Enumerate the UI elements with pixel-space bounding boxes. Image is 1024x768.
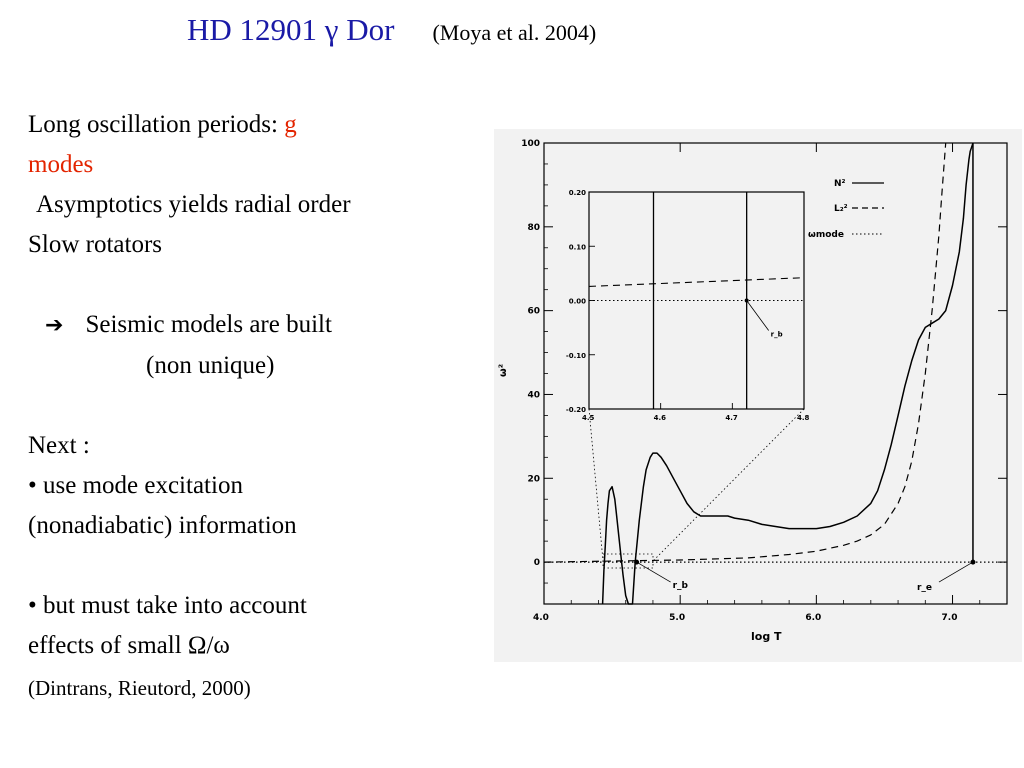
inset-x-tick-label: 4.7	[725, 414, 738, 422]
legend: N² L₂² ωmode	[808, 179, 884, 240]
inset-y-tick-label: -0.20	[566, 406, 586, 414]
line-but-must: • but must take into account	[28, 592, 307, 619]
y-tick-label: 40	[527, 390, 540, 400]
line-seismic-models: ➔ Seismic models are built	[28, 305, 498, 346]
line-nonadiabatic: (nonadiabatic) information	[28, 512, 297, 539]
inset-y-tick-label: -0.10	[566, 352, 586, 360]
inset-x-tick-label: 4.6	[654, 414, 667, 422]
zoom-connector-right	[652, 408, 805, 562]
title-citation: (Moya et al. 2004)	[432, 20, 597, 45]
x-tick-label: 5.0	[669, 613, 685, 623]
re-label: r_e	[917, 583, 932, 593]
main-axis-ticks: 4.0 5.0 6.0 7.0 0 20 40 60 80 100	[521, 139, 1007, 623]
inset-y-tick-label: 0.10	[569, 243, 586, 251]
inset-rb-label: r_b	[771, 331, 783, 339]
legend-label-n2: N²	[834, 179, 846, 189]
line-asymptotics: Asymptotics yields radial order	[36, 191, 351, 218]
propagation-diagram: 4.0 5.0 6.0 7.0 0 20 40 60 80 100 log T ω² N² L₂²…	[498, 139, 1008, 643]
spacer	[28, 386, 498, 426]
y-tick-label: 60	[527, 307, 540, 317]
y-tick-label: 20	[527, 474, 540, 484]
line-modes: modes	[28, 151, 94, 178]
inset-y-tick-label: 0.00	[569, 298, 586, 306]
series-line-solid	[601, 142, 974, 605]
y-tick-label: 80	[527, 223, 540, 233]
line-mode-excitation: • use mode excitation	[28, 472, 243, 499]
y-axis-label: ω²	[498, 364, 509, 377]
slide-title-line: HD 12901 γ Dor (Moya et al. 2004)	[187, 12, 596, 48]
annotations: r_b r_e	[634, 559, 976, 593]
zoom-box	[602, 553, 654, 569]
inset-x-tick-label: 4.5	[582, 414, 595, 422]
line-long-periods: Long oscillation periods: g	[28, 105, 498, 145]
rb-label: r_b	[673, 581, 689, 591]
line-non-unique: (non unique)	[146, 352, 275, 379]
text-g: g	[284, 111, 297, 138]
inset-series-group: r_b	[588, 192, 805, 409]
x-tick-label: 6.0	[805, 613, 821, 623]
text-seismic-models: Seismic models are built	[85, 311, 332, 338]
slide-title: HD 12901 γ Dor	[187, 12, 395, 47]
text-long-periods: Long oscillation periods:	[28, 111, 285, 138]
body-text: Long oscillation periods: g modes Asympt…	[28, 105, 498, 708]
line-reference: (Dintrans, Rieutord, 2000)	[28, 676, 251, 700]
y-tick-label: 100	[521, 139, 540, 149]
line-effects: effects of small Ω/ω	[28, 632, 230, 659]
inset-rb-leader	[746, 300, 769, 331]
inset-series-dashed	[588, 277, 805, 287]
x-axis-label: log T	[751, 630, 782, 643]
spacer	[28, 546, 498, 586]
inset-axis-ticks: 4.5 4.6 4.7 4.8 0.20 0.10 0.00 -0.10 -0.20	[566, 189, 810, 422]
arrow-right-icon: ➔	[45, 313, 64, 338]
inset-y-tick-label: 0.20	[569, 189, 586, 197]
y-tick-label: 0	[534, 558, 540, 568]
re-leader	[938, 561, 974, 583]
legend-label-l2: L₂²	[834, 204, 848, 214]
line-slow-rotators: Slow rotators	[28, 231, 163, 258]
rb-point	[634, 559, 640, 565]
main-series-group	[543, 142, 1007, 605]
spacer	[28, 265, 498, 305]
inset-x-tick-label: 4.8	[797, 414, 810, 422]
figure-panel: 4.0 5.0 6.0 7.0 0 20 40 60 80 100 log T ω² N² L₂²…	[494, 129, 1022, 662]
line-next: Next :	[28, 432, 90, 459]
rb-leader	[636, 561, 671, 583]
x-tick-label: 7.0	[942, 613, 958, 623]
x-tick-label: 4.0	[533, 613, 549, 623]
main-plot-frame	[543, 142, 1008, 605]
legend-label-mode: ωmode	[808, 230, 844, 240]
series-line-dashed	[543, 142, 947, 563]
zoom-connector-left	[588, 408, 604, 562]
